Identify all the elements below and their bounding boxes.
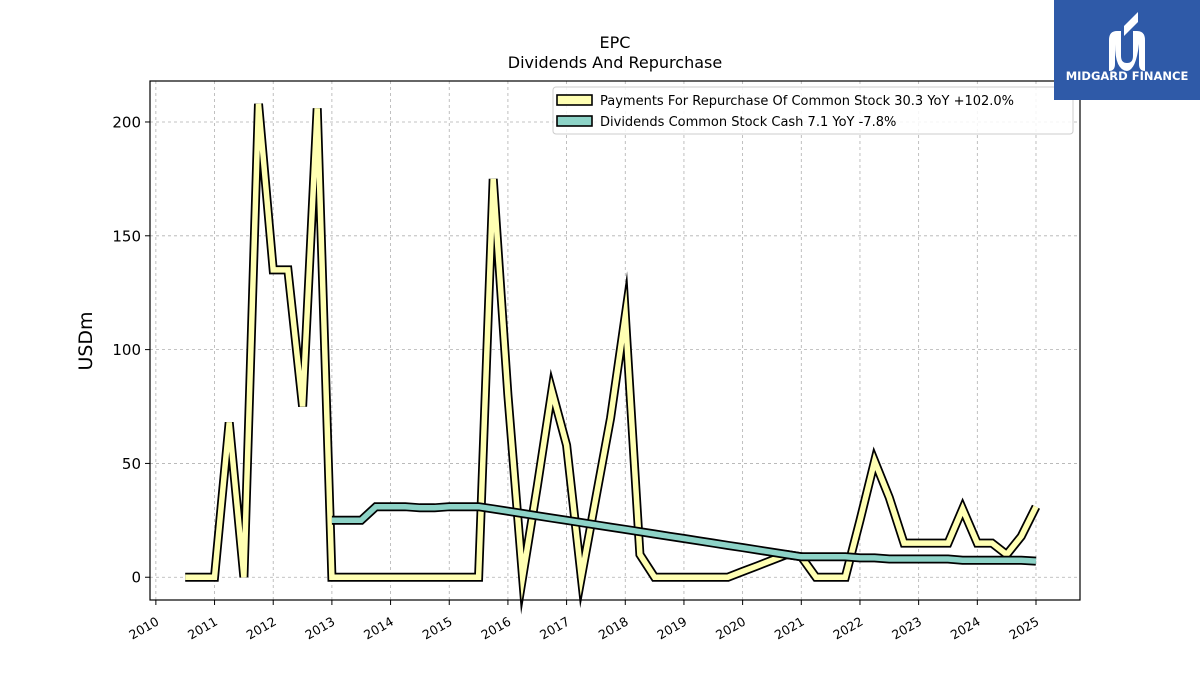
x-tick-label: 2015 bbox=[420, 614, 455, 643]
y-tick-label: 0 bbox=[131, 569, 141, 587]
legend-box bbox=[552, 86, 1074, 135]
x-tick-label: 2020 bbox=[713, 614, 748, 643]
plot-area bbox=[185, 103, 1041, 615]
legend-label: Dividends Common Stock Cash 7.1 YoY -7.8… bbox=[600, 115, 896, 130]
y-tick-label: 100 bbox=[112, 341, 141, 359]
plot-frame bbox=[149, 80, 1081, 601]
legend: Payments For Repurchase Of Common Stock … bbox=[552, 86, 1074, 135]
midgard-finance-logo: MIDGARD FINANCE bbox=[1054, 0, 1200, 100]
y-axis-label: USDm bbox=[75, 311, 97, 370]
series-line bbox=[185, 103, 1039, 601]
series-line bbox=[331, 503, 1037, 564]
legend-swatch bbox=[556, 115, 593, 127]
x-tick-label: 2022 bbox=[830, 614, 865, 643]
x-tick-label: 2010 bbox=[126, 614, 161, 643]
x-tick-label: 2017 bbox=[537, 614, 572, 643]
midgard-logo-icon bbox=[1109, 12, 1145, 71]
x-tick-label: 2016 bbox=[478, 614, 513, 643]
legend-label: Payments For Repurchase Of Common Stock … bbox=[600, 94, 1014, 109]
chart-subtitle: Dividends And Repurchase bbox=[508, 53, 722, 72]
chart-title: EPC bbox=[600, 33, 631, 52]
x-tick-label: 2025 bbox=[1006, 614, 1041, 643]
x-tick-label: 2014 bbox=[361, 614, 396, 643]
y-tick-label: 50 bbox=[122, 455, 141, 473]
grid bbox=[150, 81, 1080, 600]
x-tick-label: 2018 bbox=[596, 614, 631, 643]
legend-swatch bbox=[556, 94, 593, 106]
x-tick-label: 2021 bbox=[772, 614, 807, 643]
x-tick-label: 2024 bbox=[948, 614, 983, 643]
logo-text: MIDGARD FINANCE bbox=[1065, 69, 1189, 83]
y-tick-label: 150 bbox=[112, 227, 141, 245]
y-tick-label: 200 bbox=[112, 113, 141, 131]
x-tick-label: 2019 bbox=[654, 614, 689, 643]
x-tick-label: 2013 bbox=[302, 614, 337, 643]
x-tick-label: 2023 bbox=[889, 614, 924, 643]
x-tick-label: 2011 bbox=[185, 614, 220, 643]
x-tick-label: 2012 bbox=[244, 614, 279, 643]
